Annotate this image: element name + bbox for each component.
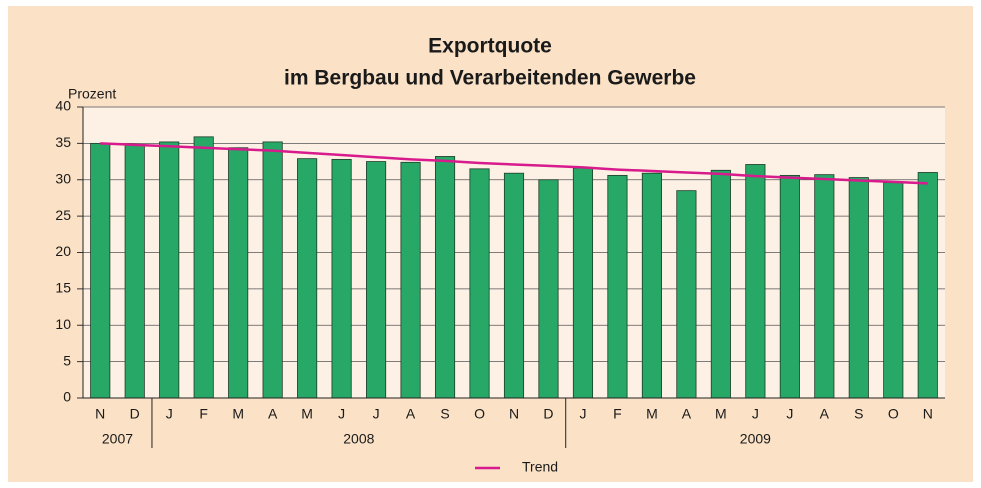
bar bbox=[159, 141, 180, 399]
bar bbox=[607, 174, 628, 399]
bar bbox=[745, 164, 766, 399]
y-axis-label: Prozent bbox=[68, 86, 116, 102]
bar bbox=[193, 136, 214, 399]
trend-line bbox=[100, 142, 928, 185]
bar bbox=[848, 177, 869, 399]
y-tick-label: 10 bbox=[55, 316, 71, 332]
bar bbox=[90, 142, 111, 399]
bar bbox=[366, 161, 387, 399]
x-tick-label: A bbox=[268, 406, 278, 422]
chart-title: Exportquote bbox=[428, 35, 552, 58]
x-tick-label: D bbox=[130, 406, 140, 422]
bar bbox=[228, 147, 249, 399]
x-tick-label: N bbox=[95, 406, 105, 422]
x-tick-label: S bbox=[440, 406, 449, 422]
bar bbox=[779, 174, 800, 399]
x-tick-label: N bbox=[923, 406, 933, 422]
x-tick-label: J bbox=[752, 406, 759, 422]
group-label: 2007 bbox=[102, 431, 133, 447]
bar bbox=[262, 141, 283, 399]
chart-subtitle: im Bergbau und Verarbeitenden Gewerbe bbox=[284, 67, 696, 90]
bar bbox=[572, 167, 594, 399]
x-tick-label: A bbox=[682, 406, 692, 422]
x-tick-label: M bbox=[715, 406, 727, 422]
y-tick-label: 20 bbox=[55, 243, 71, 259]
bar bbox=[814, 174, 835, 399]
bar bbox=[641, 172, 662, 399]
x-tick-label: J bbox=[166, 406, 173, 422]
x-tick-label: D bbox=[543, 406, 553, 422]
y-tick-label: 35 bbox=[55, 134, 71, 150]
x-tick-label: F bbox=[613, 406, 622, 422]
x-tick-label: A bbox=[820, 406, 830, 422]
x-tick-label: M bbox=[232, 406, 244, 422]
x-tick-label: M bbox=[301, 406, 313, 422]
bar bbox=[503, 172, 525, 399]
y-tick-label: 30 bbox=[55, 170, 71, 186]
x-tick-label: J bbox=[373, 406, 380, 422]
bar bbox=[469, 168, 490, 399]
bar bbox=[676, 190, 697, 399]
x-tick-label: J bbox=[579, 406, 586, 422]
group-label: 2008 bbox=[343, 431, 374, 447]
legend-label: Trend bbox=[522, 459, 558, 475]
bar bbox=[883, 182, 904, 399]
bar bbox=[710, 169, 731, 399]
group-label: 2009 bbox=[740, 431, 771, 447]
bar bbox=[331, 158, 352, 399]
y-tick-label: 0 bbox=[63, 389, 71, 405]
y-tick-label: 5 bbox=[63, 352, 71, 368]
x-tick-label: O bbox=[474, 406, 485, 422]
bar bbox=[917, 172, 938, 399]
y-tick-label: 15 bbox=[55, 280, 71, 296]
x-tick-label: S bbox=[854, 406, 863, 422]
x-tick-label: J bbox=[786, 406, 793, 422]
x-tick-label: N bbox=[509, 406, 519, 422]
x-tick-label: O bbox=[888, 406, 899, 422]
bar bbox=[297, 158, 318, 399]
x-tick-label: A bbox=[406, 406, 416, 422]
bar bbox=[434, 156, 456, 399]
bar bbox=[124, 144, 145, 399]
x-tick-label: F bbox=[199, 406, 208, 422]
y-tick-label: 40 bbox=[55, 98, 71, 114]
y-tick-label: 25 bbox=[55, 207, 71, 223]
x-tick-label: M bbox=[646, 406, 658, 422]
bar bbox=[538, 179, 559, 399]
x-tick-label: J bbox=[338, 406, 345, 422]
bar bbox=[400, 161, 421, 399]
